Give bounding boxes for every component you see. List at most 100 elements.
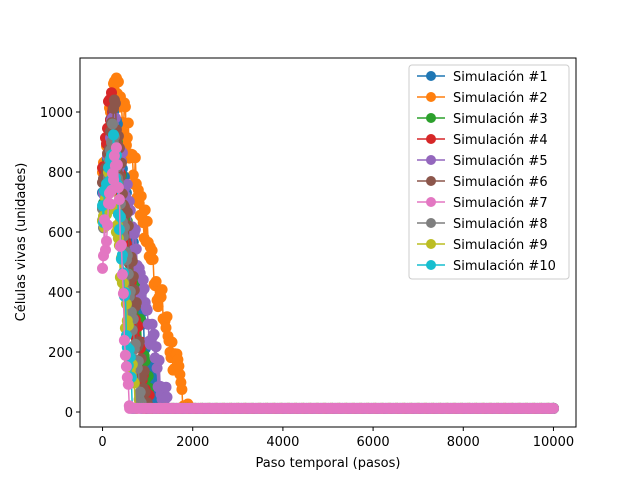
x-tick-label: 2000: [176, 435, 209, 450]
legend-label: Simulación #3: [453, 112, 548, 127]
data-point: [160, 381, 172, 393]
legend-marker: [426, 260, 436, 270]
data-point: [174, 368, 186, 380]
legend-label: Simulación #6: [453, 175, 548, 190]
data-point: [112, 182, 124, 193]
data-point: [113, 194, 125, 205]
legend-marker: [426, 176, 436, 186]
data-point: [108, 129, 119, 141]
y-axis-label: Células vivas (unidades): [14, 163, 29, 322]
data-point: [150, 276, 162, 287]
legend-item: Simulación #3: [417, 112, 548, 127]
data-point: [121, 178, 133, 190]
data-point: [138, 283, 150, 295]
data-point: [161, 311, 173, 323]
data-point: [127, 169, 139, 181]
data-point: [122, 117, 134, 129]
data-point: [116, 269, 128, 280]
data-point: [150, 341, 162, 353]
y-tick-label: 400: [48, 286, 73, 301]
data-point: [117, 288, 129, 299]
legend-label: Simulación #1: [453, 70, 548, 85]
data-point: [122, 378, 134, 390]
data-point: [119, 101, 131, 113]
legend-item: Simulación #6: [417, 175, 548, 190]
legend-label: Simulación #8: [453, 217, 548, 232]
data-point: [97, 262, 108, 274]
data-point: [141, 304, 153, 316]
legend-marker: [426, 71, 436, 81]
legend: Simulación #1 Simulación #2 Simulación #3 S…: [408, 64, 570, 280]
legend-marker: [426, 218, 436, 228]
data-point: [147, 253, 159, 265]
legend-marker: [426, 197, 436, 207]
plot-data-area: [97, 72, 559, 414]
legend-item: Simulación #9: [417, 238, 548, 253]
data-point: [130, 243, 142, 255]
legend-label: Simulación #9: [453, 238, 548, 253]
data-point: [152, 301, 164, 313]
data-point: [161, 391, 173, 403]
data-point: [176, 384, 188, 395]
data-point: [101, 235, 112, 247]
axes-frame: [79, 57, 577, 428]
x-tick-label: 8000: [447, 435, 480, 450]
data-point: [112, 76, 124, 88]
legend-item: Simulación #4: [417, 133, 548, 148]
x-tick-label: 4000: [266, 435, 299, 450]
data-point: [120, 361, 132, 372]
data-point: [111, 159, 123, 171]
data-point: [146, 245, 158, 256]
data-point: [156, 284, 168, 296]
data-point: [129, 152, 141, 164]
data-point: [166, 336, 178, 348]
data-point: [148, 328, 160, 340]
y-tick-label: 200: [48, 346, 73, 361]
data-point: [134, 386, 146, 398]
legend-marker: [426, 113, 436, 123]
data-point: [100, 244, 111, 256]
series-7: [97, 142, 559, 414]
x-tick-label: 0: [98, 435, 106, 450]
legend-item: Simulación #1: [417, 70, 548, 85]
data-point: [548, 402, 559, 414]
legend-label: Simulación #4: [453, 133, 548, 148]
legend-item: Simulación #8: [417, 217, 548, 232]
y-tick-label: 1000: [40, 106, 73, 121]
y-tick-label: 800: [48, 166, 73, 181]
x-axis: 0 2000 4000 6000 8000 10000: [98, 427, 574, 450]
data-point: [121, 132, 133, 144]
legend-label: Simulación #10: [453, 259, 556, 274]
data-point: [102, 219, 113, 231]
legend-box: [408, 64, 570, 280]
legend-item: Simulación #10: [417, 259, 556, 274]
data-point: [153, 354, 165, 366]
data-point: [135, 190, 147, 202]
x-axis-label: Paso temporal (pasos): [256, 456, 401, 471]
legend-item: Simulación #7: [417, 196, 548, 211]
legend-item: Simulación #2: [417, 91, 548, 106]
data-point: [107, 118, 118, 130]
data-point: [146, 318, 158, 330]
legend-marker: [426, 155, 436, 165]
data-point: [118, 334, 130, 346]
x-tick-label: 10000: [533, 435, 574, 450]
y-tick-label: 0: [65, 406, 73, 421]
data-point: [141, 215, 153, 227]
legend-marker: [426, 134, 436, 144]
y-tick-label: 600: [48, 226, 73, 241]
legend-marker: [426, 239, 436, 249]
data-point: [105, 198, 116, 210]
x-tick-label: 6000: [357, 435, 390, 450]
legend-item: Simulación #5: [417, 154, 548, 169]
data-point: [137, 274, 149, 286]
data-point: [115, 239, 127, 251]
legend-label: Simulación #2: [453, 91, 548, 106]
data-point: [173, 360, 185, 372]
data-point: [119, 349, 131, 361]
y-axis: 0 200 400 600 800 1000: [40, 106, 80, 421]
legend-marker: [426, 92, 436, 102]
data-point: [160, 322, 172, 334]
legend-label: Simulación #5: [453, 154, 548, 169]
